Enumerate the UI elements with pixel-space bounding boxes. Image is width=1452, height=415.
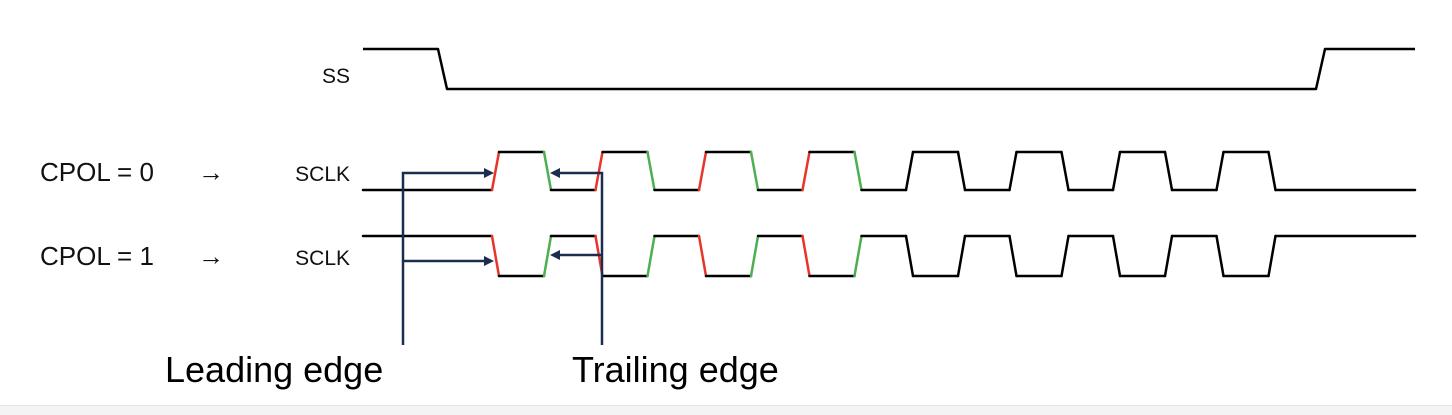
sclk0-trailing-edge [1267, 150, 1277, 192]
sclk1-leading-edge [1111, 234, 1122, 278]
sclk0-trailing-edge [542, 150, 553, 192]
leading-edge-arrowhead-top [484, 168, 494, 178]
cpol1-sclk-label: SCLK [295, 247, 350, 270]
sclk1-trailing-edge [956, 234, 967, 278]
sclk1-trailing-edge [1060, 234, 1070, 278]
cpol0-sclk-label: SCLK [295, 163, 350, 186]
trailing-edge-caption: Trailing edge [572, 349, 779, 390]
sclk0-leading-edge [1215, 150, 1225, 192]
sclk0-leading-edge [904, 150, 915, 192]
sclk0-leading-edge [594, 150, 604, 192]
sclk-cpol0-waveform [361, 150, 1417, 192]
sclk0-leading-edge [697, 150, 708, 192]
trailing-edge-pointer-bracket [558, 171, 604, 345]
trailing-edge-arrowhead-bottom [550, 250, 560, 260]
sclk0-trailing-edge [853, 150, 863, 192]
leading-edge-caption: Leading edge [165, 349, 383, 390]
sclk1-leading-edge [490, 234, 501, 278]
ss-waveform [363, 47, 1415, 91]
sclk1-leading-edge [904, 234, 915, 278]
sclk1-leading-edge [1008, 234, 1018, 278]
sclk1-trailing-edge [853, 234, 863, 278]
bottom-edge-strip [0, 405, 1452, 415]
sclk1-leading-edge [801, 234, 811, 278]
cpol1-arrow-icon: → [198, 241, 224, 271]
ss-label: SS [322, 65, 350, 88]
sclk1-trailing-edge [749, 234, 760, 278]
sclk1-trailing-edge [1163, 234, 1174, 278]
cpol0-arrow-icon: → [198, 157, 224, 187]
sclk0-trailing-edge [646, 150, 656, 192]
sclk0-trailing-edge [956, 150, 967, 192]
trailing-edge-arrowhead-top [550, 168, 560, 178]
sclk0-leading-edge [1008, 150, 1018, 192]
sclk1-trailing-edge [646, 234, 656, 278]
sclk0-leading-edge [490, 150, 501, 192]
sclk0-leading-edge [801, 150, 811, 192]
edge-annotations [401, 168, 604, 345]
sclk0-leading-edge [1111, 150, 1122, 192]
sclk0-trailing-edge [749, 150, 760, 192]
sclk-cpol1-waveform [361, 234, 1417, 278]
leading-edge-pointer-bracket [401, 171, 486, 345]
cpol1-row-label: CPOL = 1 [40, 241, 154, 271]
cpol0-row-label: CPOL = 0 [40, 157, 154, 187]
sclk1-leading-edge [697, 234, 708, 278]
leading-edge-arrowhead-bottom [484, 256, 494, 266]
sclk1-trailing-edge [1267, 234, 1277, 278]
sclk0-trailing-edge [1060, 150, 1070, 192]
sclk0-trailing-edge [1163, 150, 1174, 192]
sclk1-trailing-edge [542, 234, 553, 278]
sclk1-leading-edge [1215, 234, 1225, 278]
